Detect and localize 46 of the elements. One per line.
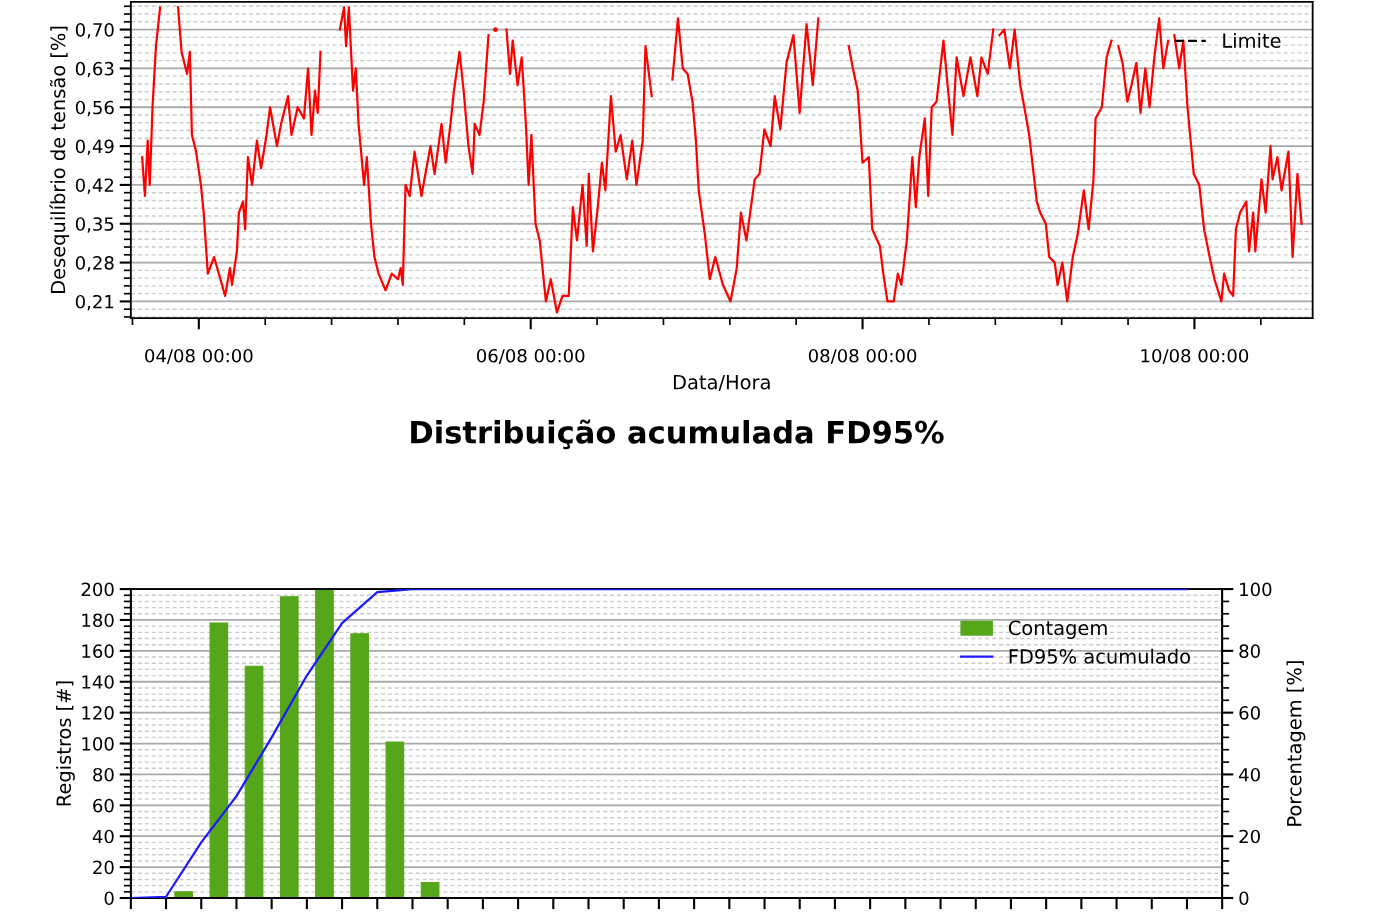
- bar: [209, 622, 229, 899]
- y-tick-label: 0,28: [75, 256, 114, 272]
- bar: [244, 665, 264, 899]
- y-tick-label: 100: [82, 737, 114, 751]
- y-tick-label: 0,35: [75, 217, 114, 233]
- y-tick-label: 0,21: [75, 294, 114, 311]
- y-tick-label: 120: [82, 706, 114, 720]
- y2-tick-label: 20: [1239, 829, 1260, 844]
- y2-tick-label: 80: [1239, 644, 1260, 658]
- y-tick-label: 0,49: [75, 139, 114, 156]
- bar: [385, 741, 405, 899]
- y-tick-label: 40: [92, 829, 114, 844]
- y2-tick-label: 60: [1239, 706, 1260, 720]
- y-tick-label: 160: [82, 644, 114, 658]
- y-tick-label: 180: [82, 613, 114, 628]
- y-tick-label: 20: [93, 860, 114, 875]
- legend-label: FD95% acumulado: [1009, 648, 1190, 664]
- x-tick-label: 06/08 00:00: [476, 348, 585, 365]
- y2-tick-label: 40: [1239, 767, 1260, 782]
- bar: [279, 596, 299, 899]
- y-tick-label: 0,70: [75, 23, 114, 39]
- chart-title: Distribuição acumulada FD95%: [411, 419, 944, 450]
- x-tick-label: 08/08 00:00: [808, 348, 917, 365]
- y-tick-label: 0,42: [75, 178, 114, 194]
- bar: [174, 891, 194, 899]
- y2-tick-label: 100: [1240, 582, 1272, 597]
- bar: [315, 589, 334, 899]
- y-tick-label: 0,63: [75, 61, 114, 78]
- y-tick-label: 0: [104, 891, 114, 906]
- y-axis-title: Desequilíbrio de tensão [%]: [49, 26, 70, 293]
- legend-label: Limite: [1223, 32, 1281, 48]
- y-tick-label: 60: [93, 798, 114, 813]
- y2-tick-label: 0: [1239, 891, 1249, 906]
- bar: [420, 882, 440, 899]
- bar: [350, 633, 370, 899]
- y-tick-label: 0,56: [75, 100, 114, 117]
- x-tick-label: 10/08 00:00: [1141, 348, 1249, 365]
- y2-axis-title: Porcentagem [%]: [1286, 661, 1306, 826]
- legend-label: Contagem: [1008, 620, 1107, 639]
- y-tick-label: 140: [82, 675, 114, 689]
- y-tick-label: 200: [81, 582, 114, 597]
- x-axis-title: Data/Hora: [673, 375, 770, 392]
- x-tick-label: 04/08 00:00: [145, 348, 253, 365]
- y-tick-label: 80: [93, 767, 114, 782]
- y-axis-title: Registros [#]: [56, 681, 75, 806]
- line-series: [130, 589, 1189, 899]
